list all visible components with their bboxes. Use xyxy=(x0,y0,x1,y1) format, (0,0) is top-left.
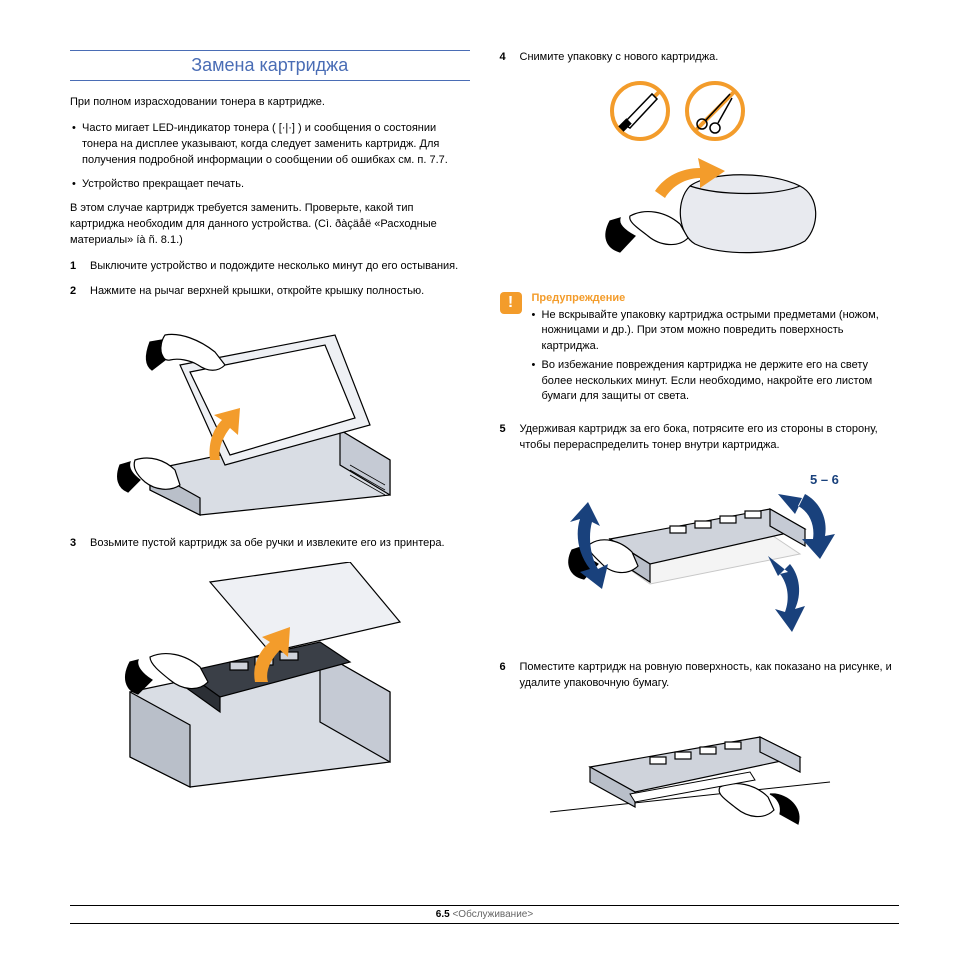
shake-count-label: 5 – 6 xyxy=(810,472,839,487)
page-number: 6.5 xyxy=(436,909,450,920)
intro-text: При полном израсходовании тонера в картр… xyxy=(70,95,470,111)
footer-section: <Обслуживание> xyxy=(452,909,533,920)
step-1: 1 Выключите устройство и подождите неско… xyxy=(70,259,470,275)
step-number: 2 xyxy=(70,284,90,300)
step-number: 3 xyxy=(70,536,90,552)
left-column: Замена картриджа При полном израсходован… xyxy=(70,50,470,850)
figure-open-lid xyxy=(90,310,470,520)
step-number: 1 xyxy=(70,259,90,275)
step-text: Поместите картридж на ровную поверхность… xyxy=(520,660,900,692)
step-number: 6 xyxy=(500,660,520,692)
intro-bullet: Устройство прекращает печать. xyxy=(70,177,470,193)
figure-remove-cartridge xyxy=(90,562,470,792)
step-6: 6 Поместите картридж на ровную поверхнос… xyxy=(500,660,900,692)
section-heading: Замена картриджа xyxy=(70,50,470,81)
step-text: Снимите упаковку с нового картриджа. xyxy=(520,50,900,66)
figure-peel-paper xyxy=(520,702,900,842)
page-footer: 6.5 <Обслуживание> xyxy=(70,905,899,924)
warning-bullet: Не вскрывайте упаковку картриджа острыми… xyxy=(532,308,900,354)
step-text: Нажмите на рычаг верхней крышки, откройт… xyxy=(90,284,470,300)
warning-icon: ! xyxy=(500,292,522,314)
step-text: Выключите устройство и подождите несколь… xyxy=(90,259,470,275)
warning-box: ! Предупреждение Не вскрывайте упаковку … xyxy=(500,292,900,408)
warning-title: Предупреждение xyxy=(532,292,900,304)
right-column: 4 Снимите упаковку с нового картриджа. xyxy=(500,50,900,850)
step-number: 5 xyxy=(500,422,520,454)
step-5: 5 Удерживая картридж за его бока, потряс… xyxy=(500,422,900,454)
step-text: Возьмите пустой картридж за обе ручки и … xyxy=(90,536,470,552)
figure-unpack xyxy=(520,76,900,276)
intro-bullet: Часто мигает LED-индикатор тонера ( [·|·… xyxy=(70,121,470,169)
step-4: 4 Снимите упаковку с нового картриджа. xyxy=(500,50,900,66)
figure-shake: 5 – 6 xyxy=(520,464,900,644)
step-2: 2 Нажмите на рычаг верхней крышки, откро… xyxy=(70,284,470,300)
warning-bullet: Во избежание повреждения картриджа не де… xyxy=(532,358,900,404)
step-text: Удерживая картридж за его бока, потрясит… xyxy=(520,422,900,454)
intro2-text: В этом случае картридж требуется заменит… xyxy=(70,201,470,249)
step-number: 4 xyxy=(500,50,520,66)
step-3: 3 Возьмите пустой картридж за обе ручки … xyxy=(70,536,470,552)
